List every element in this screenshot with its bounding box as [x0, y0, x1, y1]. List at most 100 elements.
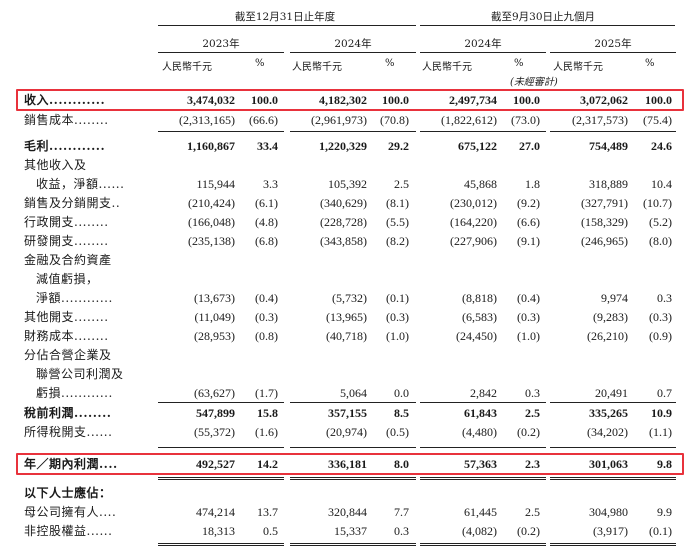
- cell-rmb-2023: (11,049): [194, 310, 235, 324]
- row-label: 行政開支........: [24, 215, 109, 229]
- row-label: 毛利............: [24, 139, 106, 153]
- row-label: 年／期內利潤....: [24, 457, 118, 471]
- cell-pct-2024-9m: 27.0: [519, 139, 540, 153]
- cell-pct-2023: (0.8): [255, 329, 278, 343]
- table-row: 其他收入及: [0, 156, 700, 175]
- cell-rmb-2024: 320,844: [328, 505, 367, 519]
- subtotal-rule: [550, 447, 676, 448]
- cell-rmb-2024: (2,961,973): [311, 113, 367, 127]
- cell-pct-2024: (1.0): [386, 329, 409, 343]
- row-label: 銷售成本........: [24, 113, 109, 127]
- cell-pct-2025-9m: 0.3: [657, 291, 672, 305]
- header-rule-group1: [158, 25, 416, 26]
- cell-rmb-2024-9m: 57,363: [464, 457, 497, 471]
- table-row: 收益，淨額...... 115,944 3.3 105,392 2.5 45,868 1.8…: [0, 175, 700, 194]
- cell-rmb-2024: 15,337: [334, 524, 367, 538]
- cell-rmb-2024: 105,392: [328, 177, 367, 191]
- cell-rmb-2024: 4,182,302: [319, 93, 367, 107]
- cell-rmb-2025-9m: (26,210): [587, 329, 628, 343]
- header-unaudited-note: (未經審計): [510, 77, 558, 88]
- cell-pct-2024: 8.5: [394, 406, 409, 420]
- cell-rmb-2024-9m: 2,842: [470, 386, 497, 400]
- row-label: 銷售及分銷開支..: [24, 196, 121, 210]
- cell-pct-2024-9m: 1.8: [525, 177, 540, 191]
- table-row: 行政開支........ (166,048) (4.8) (228,728) (5.5)…: [0, 213, 700, 232]
- cell-rmb-2024: 1,220,329: [319, 139, 367, 153]
- header-pct-2: %: [385, 58, 395, 69]
- cell-pct-2024-9m: (9.1): [517, 234, 540, 248]
- cell-pct-2025-9m: 100.0: [645, 93, 672, 107]
- cell-rmb-2024-9m: (8,818): [462, 291, 497, 305]
- cell-pct-2023: 14.2: [257, 457, 278, 471]
- cell-rmb-2025-9m: (2,317,573): [572, 113, 628, 127]
- cell-rmb-2025-9m: 9,974: [601, 291, 628, 305]
- cell-pct-2023: (6.1): [255, 196, 278, 210]
- cell-rmb-2023: 3,474,032: [187, 93, 235, 107]
- cell-rmb-2024: (5,732): [332, 291, 367, 305]
- cell-rmb-2023: 474,214: [196, 505, 235, 519]
- cell-pct-2025-9m: (5.2): [649, 215, 672, 229]
- cell-rmb-2024-9m: 61,843: [464, 406, 497, 420]
- cell-pct-2023: 100.0: [251, 93, 278, 107]
- cell-pct-2023: (6.8): [255, 234, 278, 248]
- subtotal-rule: [420, 479, 546, 480]
- table-row: 虧損............ (63,627) (1.7) 5,064 0.0 2,842…: [0, 384, 700, 403]
- subtotal-rule: [158, 545, 284, 546]
- table-row: 年／期內利潤.... 492,527 14.2 336,181 8.0 57,363 2.3…: [0, 455, 700, 474]
- cell-rmb-2023: 547,899: [196, 406, 235, 420]
- cell-rmb-2025-9m: 20,491: [595, 386, 628, 400]
- cell-pct-2024: (0.5): [386, 425, 409, 439]
- subtotal-rule: [420, 402, 546, 403]
- cell-pct-2025-9m: 10.4: [651, 177, 672, 191]
- subtotal-rule: [158, 402, 284, 403]
- cell-pct-2025-9m: 0.7: [657, 386, 672, 400]
- row-label: 所得稅開支......: [24, 425, 113, 439]
- cell-rmb-2025-9m: (246,965): [581, 234, 628, 248]
- cell-pct-2025-9m: 9.9: [657, 505, 672, 519]
- subtotal-rule: [158, 479, 284, 480]
- header-rmb-3: 人民幣千元: [422, 62, 472, 73]
- cell-pct-2024-9m: 100.0: [513, 93, 540, 107]
- cell-pct-2023: (1.6): [255, 425, 278, 439]
- header-pct-3: %: [514, 58, 524, 69]
- row-label: 收益，淨額......: [36, 177, 125, 191]
- cell-rmb-2025-9m: 335,265: [589, 406, 628, 420]
- cell-rmb-2024: 5,064: [340, 386, 367, 400]
- cell-pct-2025-9m: (8.0): [649, 234, 672, 248]
- row-label: 稅前利潤........: [24, 406, 112, 420]
- cell-pct-2024-9m: (0.4): [517, 291, 540, 305]
- subtotal-rule: [420, 545, 546, 546]
- cell-pct-2023: (66.6): [249, 113, 278, 127]
- cell-pct-2024-9m: (0.3): [517, 310, 540, 324]
- table-row: 以下人士應佔：: [0, 484, 700, 503]
- cell-pct-2023: 3.3: [263, 177, 278, 191]
- header-year-2024a: 2024年: [334, 38, 372, 50]
- cell-pct-2025-9m: 9.8: [657, 457, 672, 471]
- cell-rmb-2024-9m: (6,583): [462, 310, 497, 324]
- cell-pct-2024: 100.0: [382, 93, 409, 107]
- cell-rmb-2024: (40,718): [326, 329, 367, 343]
- cell-pct-2024-9m: (0.2): [517, 524, 540, 538]
- row-label: 財務成本........: [24, 329, 109, 343]
- cell-pct-2024-9m: 2.5: [525, 406, 540, 420]
- row-label: 淨額............: [36, 291, 113, 305]
- subtotal-rule: [550, 131, 676, 132]
- header-rmb-4: 人民幣千元: [553, 62, 603, 73]
- cell-rmb-2024-9m: 45,868: [464, 177, 497, 191]
- header-rmb-1: 人民幣千元: [162, 62, 212, 73]
- subtotal-rule: [420, 447, 546, 448]
- table-row: 減值虧損，: [0, 270, 700, 289]
- cell-rmb-2025-9m: (9,283): [593, 310, 628, 324]
- cell-rmb-2024: (343,858): [320, 234, 367, 248]
- cell-pct-2024-9m: 0.3: [525, 386, 540, 400]
- row-label: 其他收入及: [24, 158, 87, 172]
- cell-pct-2023: (4.8): [255, 215, 278, 229]
- header-rule-year-2023: [158, 52, 284, 53]
- row-label: 非控股權益......: [24, 524, 113, 538]
- cell-rmb-2023: (28,953): [194, 329, 235, 343]
- cell-rmb-2024: (340,629): [320, 196, 367, 210]
- cell-pct-2024: (0.1): [386, 291, 409, 305]
- cell-rmb-2023: 1,160,867: [187, 139, 235, 153]
- cell-rmb-2024-9m: 675,122: [458, 139, 497, 153]
- cell-rmb-2024: 336,181: [328, 457, 367, 471]
